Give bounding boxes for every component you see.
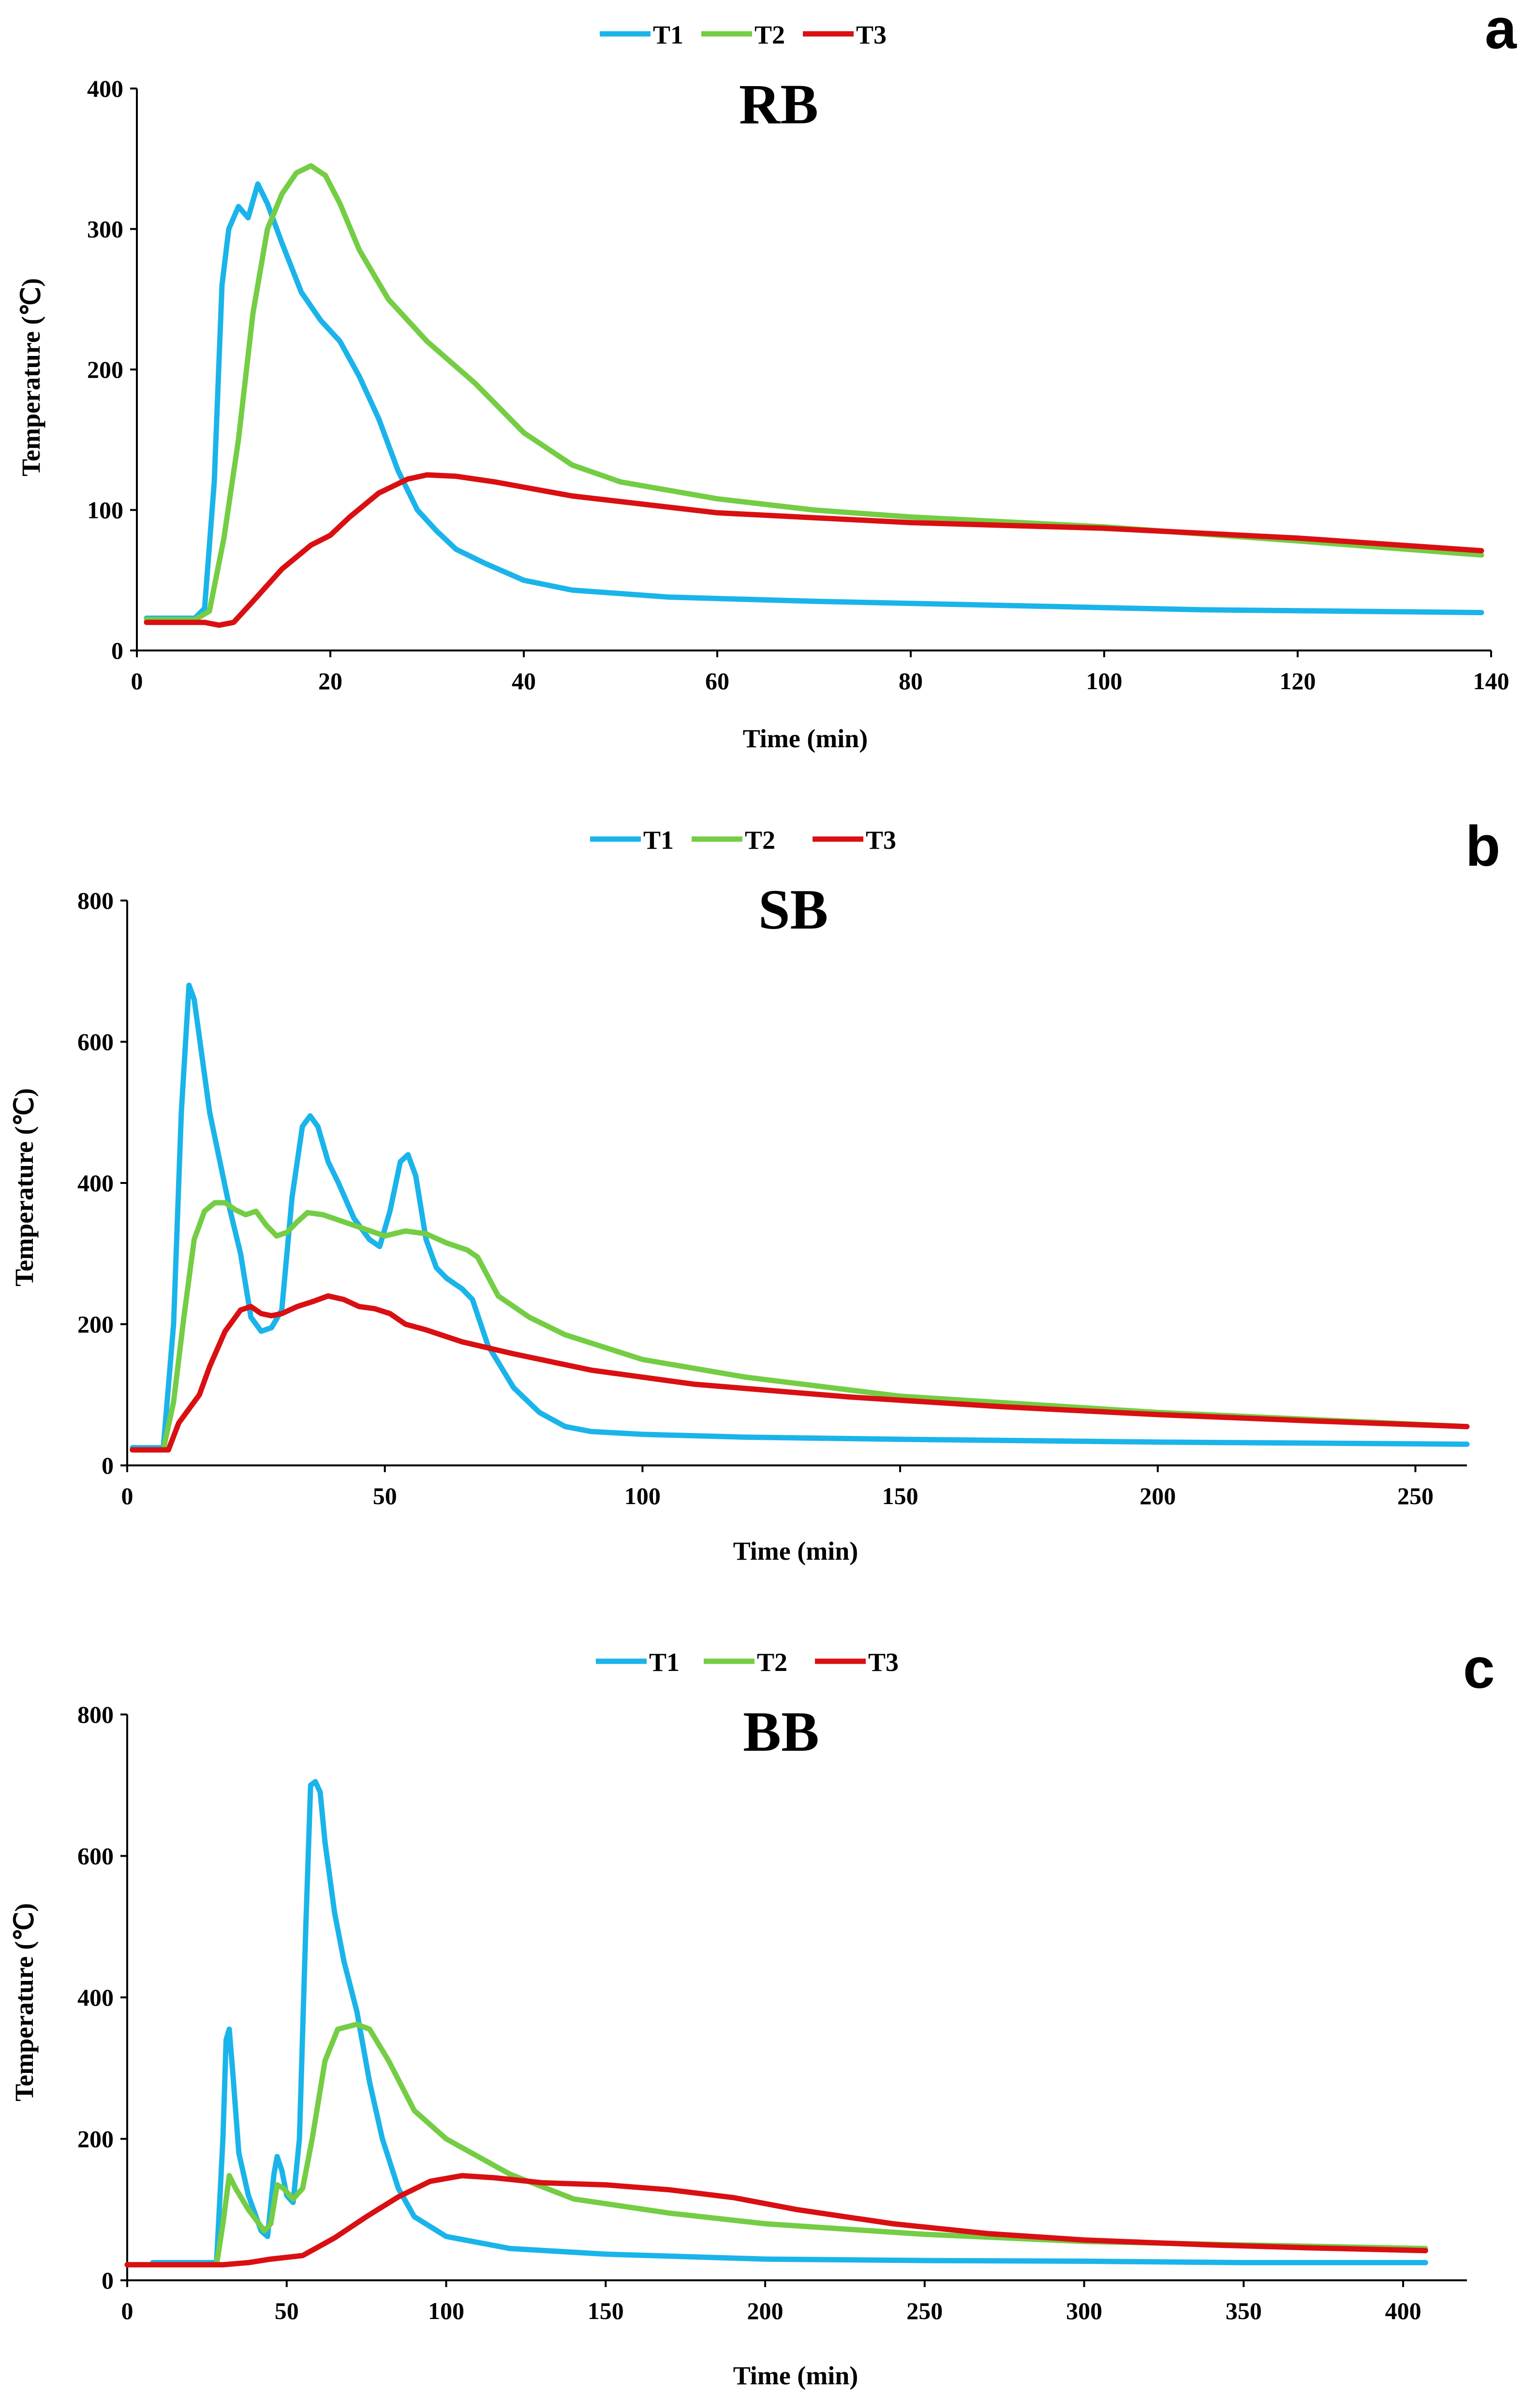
y-tick-label-c: 800 <box>77 1701 114 1728</box>
series-t3-line-c <box>124 2173 1428 2268</box>
legend-label-t2: T2 <box>755 20 785 49</box>
x-tick-label-b: 100 <box>624 1482 661 1509</box>
chart-title-b: SB <box>758 878 828 941</box>
legend-a: T1 T2 T3 <box>600 20 887 49</box>
panel-b: T1 T2 T3 b SB Temperature (℃) Time (min)… <box>10 814 1500 1566</box>
y-tick-label-a: 0 <box>111 637 123 664</box>
x-tick-label-a: 120 <box>1280 667 1316 694</box>
x-axis-title-b: Time (min) <box>733 1536 858 1566</box>
panel-a: T1 T2 T3 a RB Temperature (℃) Time (min)… <box>16 0 1517 753</box>
x-tick-label-c: 300 <box>1066 2297 1102 2324</box>
legend-label-t3: T3 <box>868 1648 899 1677</box>
x-tick-label-a: 60 <box>705 667 729 694</box>
x-tick-label-a: 20 <box>318 667 342 694</box>
legend-label-t3: T3 <box>856 20 887 49</box>
y-tick-label-c: 600 <box>77 1843 114 1870</box>
y-tick-label-a: 300 <box>87 216 123 243</box>
panel-letter-a: a <box>1485 0 1517 61</box>
y-tick-label-a: 200 <box>87 356 123 383</box>
legend-label-t2: T2 <box>745 826 775 855</box>
y-tick-label-b: 200 <box>77 1311 114 1338</box>
chart-title-a: RB <box>739 73 818 136</box>
x-tick-label-a: 0 <box>131 667 143 694</box>
x-tick-label-c: 50 <box>275 2297 299 2324</box>
x-tick-label-a: 140 <box>1473 667 1509 694</box>
y-ticks-b: 0 200 400 600 800 <box>77 887 127 1479</box>
x-tick-label-c: 100 <box>428 2297 464 2324</box>
series-c <box>124 1779 1428 2268</box>
series-t1-line-c <box>150 1779 1428 2265</box>
panel-letter-b: b <box>1465 814 1500 878</box>
x-tick-label-c: 0 <box>121 2297 133 2324</box>
legend-label-t1: T1 <box>653 20 683 49</box>
series-t2-line-c <box>124 2022 1428 2268</box>
y-axis-title-c: Temperature (℃) <box>10 1903 39 2101</box>
x-ticks-c: 0 50 100 150 200 250 300 350 400 <box>121 2280 1421 2324</box>
x-axis-title-c: Time (min) <box>733 2361 858 2390</box>
y-axis-title-a: Temperature (℃) <box>16 278 45 476</box>
x-tick-label-a: 80 <box>899 667 923 694</box>
x-tick-label-c: 350 <box>1226 2297 1262 2324</box>
panel-c: T1 T2 T3 c BB Temperature (℃) Time (min)… <box>10 1637 1495 2390</box>
y-tick-label-b: 800 <box>77 887 114 914</box>
x-tick-label-c: 250 <box>906 2297 943 2324</box>
legend-c: T1 T2 T3 <box>596 1648 899 1677</box>
x-tick-label-a: 100 <box>1086 667 1123 694</box>
series-t1-line-b <box>130 982 1470 1450</box>
x-ticks-a: 0 20 40 60 80 100 120 140 <box>131 650 1509 694</box>
y-tick-label-a: 100 <box>87 497 123 524</box>
series-t2-line-a <box>144 163 1484 622</box>
series-t3-line-a <box>144 472 1484 628</box>
legend-label-t1: T1 <box>643 826 674 855</box>
x-tick-label-b: 250 <box>1397 1482 1434 1509</box>
x-tick-label-b: 50 <box>373 1482 397 1509</box>
y-tick-label-c: 400 <box>77 1984 114 2011</box>
x-ticks-b: 0 50 100 150 200 250 <box>121 1465 1434 1509</box>
legend-label-t3: T3 <box>866 826 896 855</box>
x-tick-label-c: 200 <box>747 2297 784 2324</box>
series-a <box>144 163 1484 628</box>
x-tick-label-b: 150 <box>882 1482 918 1509</box>
y-ticks-c: 0 200 400 600 800 <box>77 1701 127 2294</box>
x-tick-label-c: 400 <box>1385 2297 1421 2324</box>
y-ticks-a: 0 100 200 300 400 <box>87 75 137 664</box>
x-axis-title-a: Time (min) <box>743 724 868 753</box>
y-axis-title-b: Temperature (℃) <box>10 1088 39 1286</box>
y-tick-label-a: 400 <box>87 75 123 102</box>
y-tick-label-b: 0 <box>102 1452 114 1479</box>
legend-b: T1 T2 T3 <box>590 826 896 855</box>
y-tick-label-c: 0 <box>102 2267 114 2294</box>
x-tick-label-b: 0 <box>121 1482 133 1509</box>
y-tick-label-c: 200 <box>77 2126 114 2153</box>
series-t2-line-b <box>130 1200 1470 1453</box>
y-tick-label-b: 600 <box>77 1028 114 1055</box>
legend-label-t2: T2 <box>757 1648 787 1677</box>
series-t1-line-a <box>144 181 1484 621</box>
y-tick-label-b: 400 <box>77 1169 114 1197</box>
legend-label-t1: T1 <box>649 1648 680 1677</box>
x-tick-label-c: 150 <box>588 2297 624 2324</box>
chart-title-c: BB <box>743 1700 819 1763</box>
series-b <box>130 982 1470 1453</box>
x-tick-label-b: 200 <box>1139 1482 1176 1509</box>
x-tick-label-a: 40 <box>512 667 536 694</box>
series-t3-line-b <box>130 1293 1470 1453</box>
panel-letter-c: c <box>1463 1637 1495 1700</box>
